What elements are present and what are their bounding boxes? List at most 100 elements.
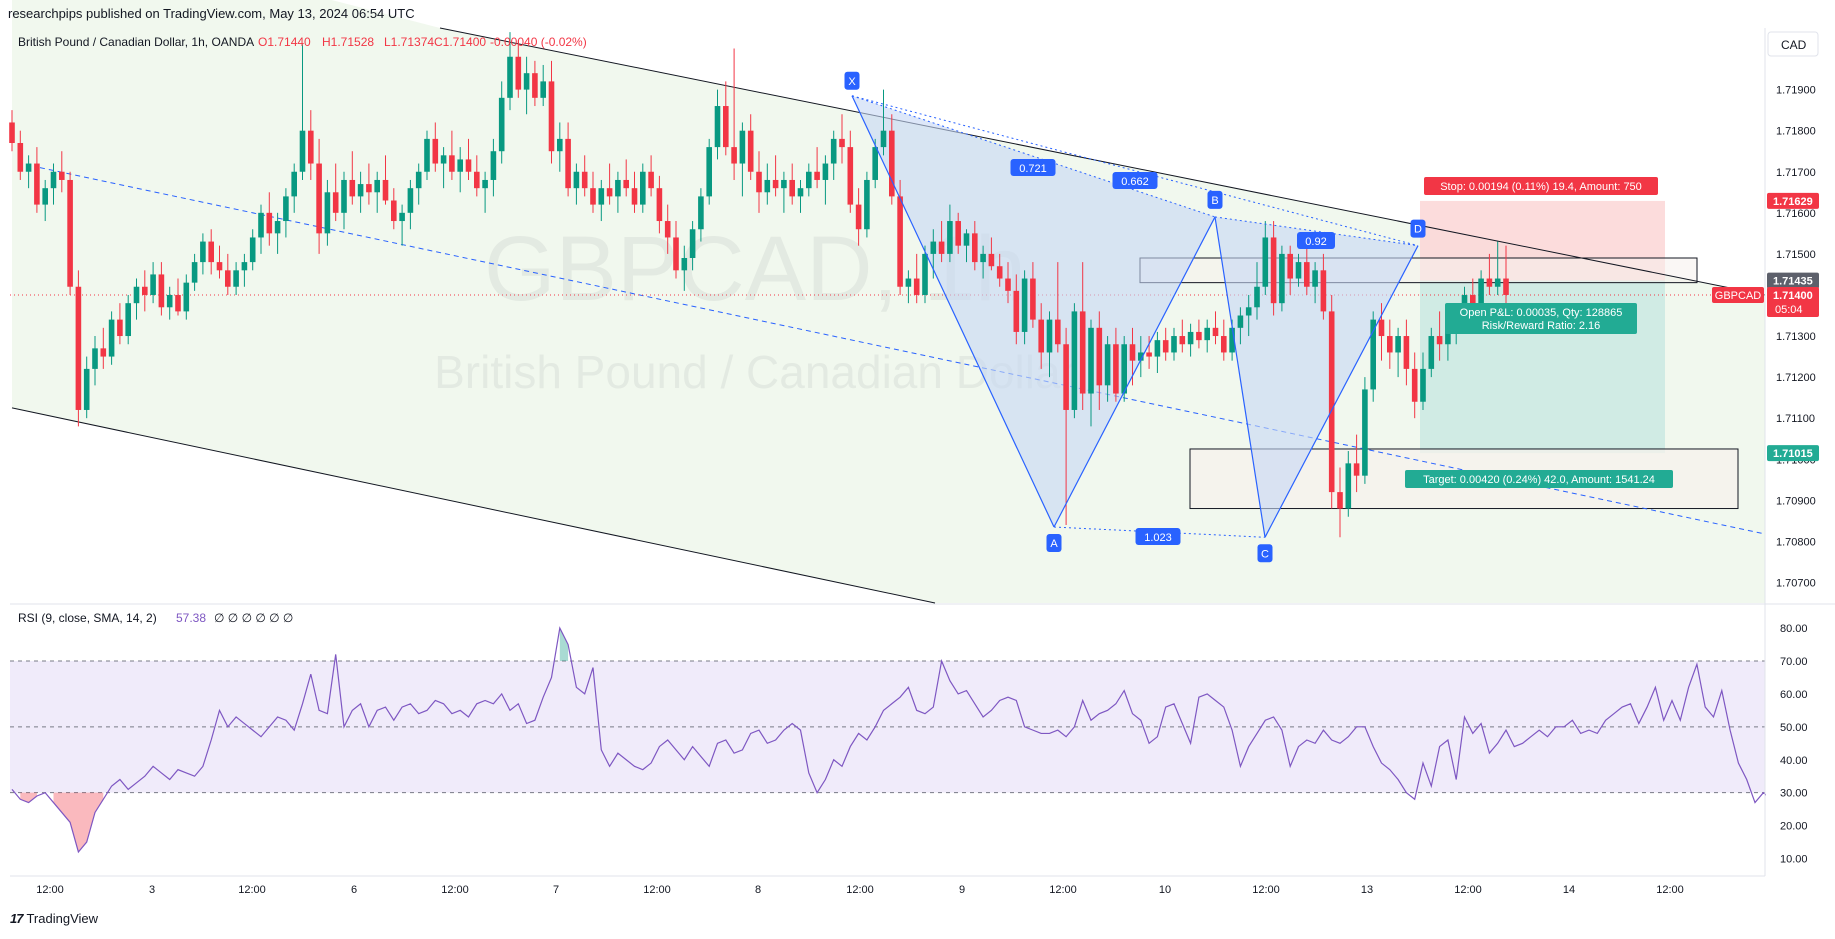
candle-body bbox=[1005, 278, 1011, 291]
candle bbox=[241, 253, 248, 287]
candle-body bbox=[92, 348, 98, 369]
rsi-line[interactable] bbox=[11, 626, 1835, 854]
candle-body bbox=[308, 130, 314, 164]
candle bbox=[233, 262, 239, 295]
candle-body bbox=[1104, 344, 1111, 386]
pattern-leg-CD[interactable] bbox=[1264, 245, 1419, 538]
candle bbox=[34, 147, 40, 213]
candle bbox=[1370, 311, 1376, 402]
candle bbox=[1411, 352, 1418, 419]
price-tick-label: 1.71800 bbox=[1776, 126, 1816, 138]
open-pnl-label[interactable]: Open P&L: 0.00035, Qty: 128865Risk/Rewar… bbox=[1445, 303, 1637, 334]
candle-body bbox=[474, 171, 480, 189]
pattern-point-C[interactable]: C bbox=[1257, 544, 1273, 563]
candle-body bbox=[233, 270, 239, 287]
pattern-point-D[interactable]: D bbox=[1410, 219, 1426, 238]
pattern-point-A[interactable]: A bbox=[1046, 534, 1062, 553]
candle bbox=[822, 155, 829, 205]
currency-button[interactable] bbox=[1767, 31, 1819, 57]
candle-body bbox=[324, 192, 331, 234]
target-label[interactable]: Target: 0.00420 (0.24%) 42.0, Amount: 15… bbox=[1405, 470, 1673, 488]
pattern-point-X[interactable]: X bbox=[844, 71, 860, 90]
candle-body bbox=[1494, 278, 1501, 287]
candle bbox=[382, 155, 389, 205]
candle bbox=[523, 56, 530, 115]
candle bbox=[739, 122, 746, 197]
candle bbox=[498, 81, 505, 164]
time-tick-label: 12:00 bbox=[1049, 884, 1077, 896]
candle bbox=[1204, 319, 1210, 353]
candle-body bbox=[142, 286, 148, 295]
rsi-tick-label: 50.00 bbox=[1780, 722, 1808, 734]
pattern-point-label: C bbox=[1261, 548, 1269, 560]
candle-body bbox=[216, 262, 223, 271]
candle bbox=[399, 204, 405, 246]
candle-body bbox=[399, 212, 405, 222]
candle-body bbox=[341, 179, 347, 213]
pattern-leg-AB[interactable] bbox=[1053, 216, 1216, 528]
symbol-tag: GBPCAD bbox=[1712, 286, 1764, 303]
channel-upper-line[interactable] bbox=[439, 27, 1766, 296]
candle bbox=[316, 138, 322, 254]
candle-body bbox=[897, 196, 903, 287]
pattern-point-box bbox=[1046, 534, 1062, 553]
time-tick-label: 6 bbox=[351, 884, 357, 896]
candle bbox=[1312, 262, 1318, 304]
candle-body bbox=[1287, 253, 1293, 279]
tradingview-logo[interactable]: 17 TradingView bbox=[10, 911, 98, 926]
candle-body bbox=[515, 56, 522, 90]
ratio-label-box bbox=[1135, 528, 1181, 545]
stop-label[interactable]: Stop: 0.00194 (0.11%) 19.4, Amount: 750 bbox=[1424, 177, 1658, 195]
candle bbox=[581, 155, 588, 197]
candle bbox=[872, 138, 878, 189]
candle bbox=[573, 163, 580, 205]
channel-lower-line[interactable] bbox=[11, 407, 936, 604]
candle-body bbox=[108, 319, 115, 357]
candle bbox=[142, 270, 148, 312]
pattern-leg-BC[interactable] bbox=[1214, 216, 1266, 538]
candle bbox=[67, 171, 73, 295]
candle bbox=[1038, 303, 1044, 369]
candle bbox=[656, 175, 663, 234]
candle-body bbox=[1113, 344, 1119, 394]
candle bbox=[465, 138, 472, 180]
candle-body bbox=[1486, 278, 1493, 287]
candle bbox=[540, 64, 546, 107]
candle bbox=[947, 204, 953, 263]
candle-body bbox=[117, 319, 123, 337]
candle bbox=[797, 179, 804, 213]
candle-body bbox=[731, 147, 737, 164]
candle-body bbox=[590, 188, 596, 205]
rsi-tick-label: 20.00 bbox=[1780, 821, 1808, 833]
candle bbox=[9, 110, 15, 152]
pattern-bcd-fill[interactable] bbox=[1215, 216, 1418, 538]
candle-body bbox=[133, 286, 140, 304]
candle-body bbox=[855, 204, 862, 230]
candle bbox=[980, 245, 986, 279]
price-tick-label: 1.71700 bbox=[1776, 167, 1816, 179]
candle-body bbox=[631, 188, 638, 205]
candle-body bbox=[606, 188, 613, 197]
candle bbox=[606, 163, 613, 205]
candle-body bbox=[391, 200, 397, 222]
candle-body bbox=[17, 143, 24, 172]
candle-body bbox=[1345, 463, 1352, 509]
candle bbox=[108, 311, 115, 365]
candle-body bbox=[822, 163, 829, 180]
candle bbox=[366, 163, 372, 205]
price-tick-label: 1.71300 bbox=[1776, 331, 1816, 343]
candle bbox=[1187, 323, 1194, 357]
candle-body bbox=[225, 270, 231, 287]
candle-body bbox=[1212, 327, 1219, 337]
candle-body bbox=[1229, 327, 1235, 353]
pattern-point-B[interactable]: B bbox=[1207, 190, 1223, 209]
target-label-box bbox=[1405, 470, 1673, 488]
candle-body bbox=[880, 130, 887, 148]
candle bbox=[1071, 303, 1078, 419]
open-pnl-label-box bbox=[1445, 303, 1637, 334]
candle bbox=[1270, 221, 1277, 316]
pattern-leg-XA[interactable] bbox=[851, 95, 1055, 528]
candle-body bbox=[1245, 307, 1252, 316]
rsi-extreme-fill bbox=[53, 792, 104, 852]
